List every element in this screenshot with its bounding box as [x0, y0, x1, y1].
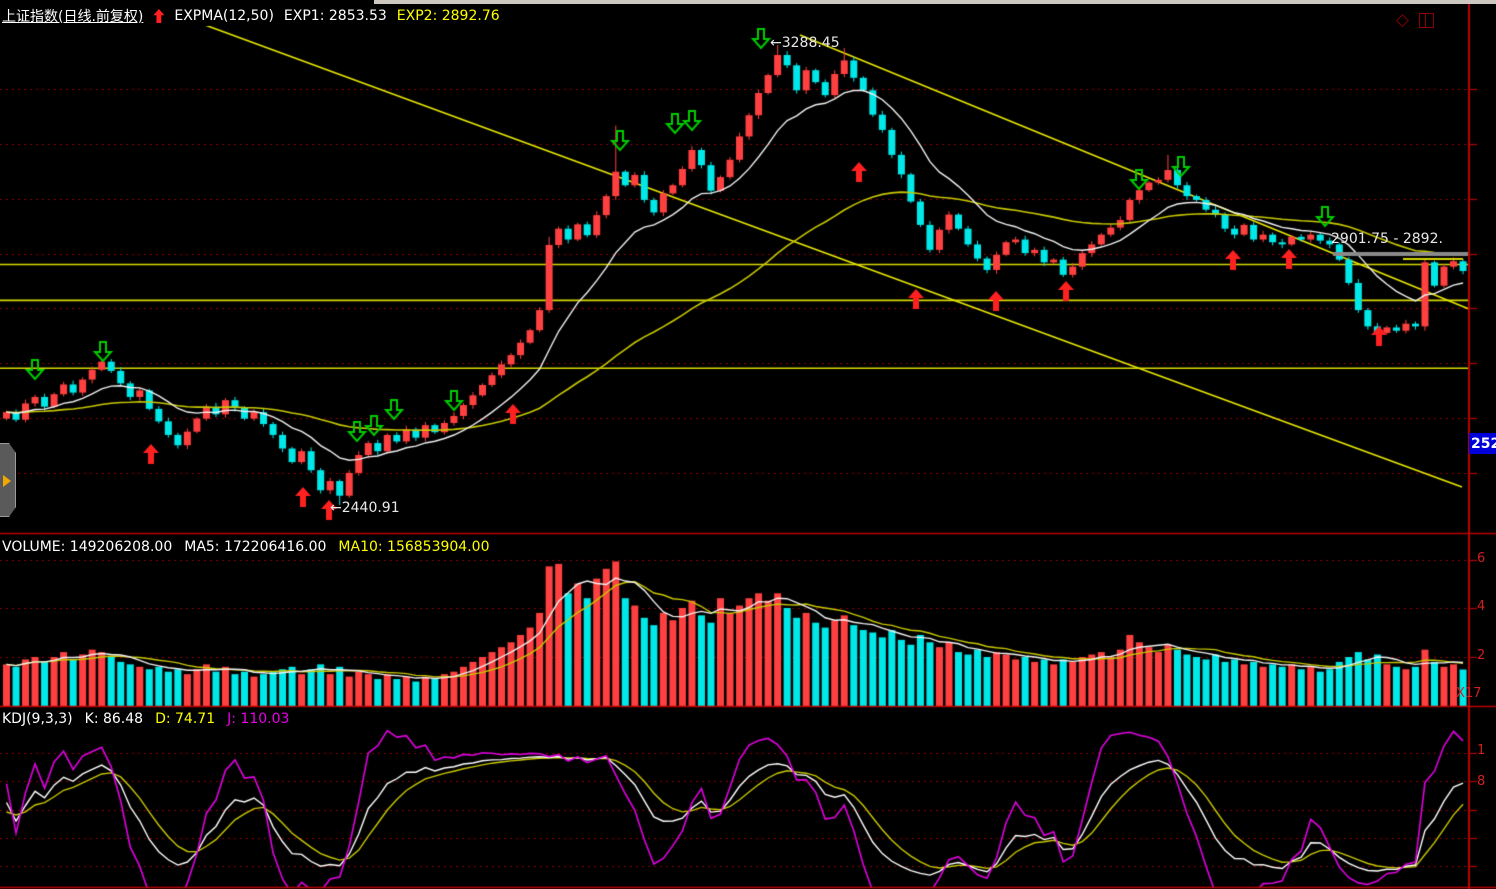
kdj-title: KDJ(9,3,3) — [2, 711, 73, 727]
window-edge-strip — [374, 0, 1496, 4]
kdj-axis-label-80: 8 — [1477, 774, 1486, 789]
diamond-icon[interactable]: ◇ — [1396, 10, 1410, 30]
exp2-value: EXP2: 2892.76 — [396, 8, 500, 24]
volume-panel-header: VOLUME: 149206208.00 MA5: 172206416.00 M… — [2, 539, 489, 555]
volume-ma10-value: MA10: 156853904.00 — [338, 539, 490, 555]
volume-value: VOLUME: 149206208.00 — [2, 539, 173, 555]
split-window-icon[interactable] — [1419, 13, 1434, 28]
bottom-price-annotation: ←2440.91 — [330, 500, 400, 516]
kdj-panel-header: KDJ(9,3,3) K: 86.48 D: 74.71 J: 110.03 — [2, 711, 289, 727]
volume-ma5-value: MA5: 172206416.00 — [184, 539, 327, 555]
indicator-label: EXPMA(12,50) — [174, 8, 274, 24]
sidebar-collapse-handle[interactable] — [0, 443, 16, 517]
up-arrow-icon — [153, 9, 165, 23]
expand-arrow-icon — [3, 475, 11, 487]
vol-unit-label: X17 — [1456, 686, 1482, 701]
peak-price-annotation: ←3288.45 — [770, 35, 840, 51]
chart-title[interactable]: 上证指数(日线.前复权) — [2, 9, 144, 25]
vol-axis-label-6: 6 — [1477, 551, 1486, 566]
kdj-j-value: J: 110.03 — [227, 711, 290, 727]
main-chart-header: 上证指数(日线.前复权) EXPMA(12,50) EXP1: 2853.53 … — [2, 6, 500, 26]
kdj-axis-label-100: 1 — [1477, 743, 1486, 758]
exp1-value: EXP1: 2853.53 — [283, 8, 387, 24]
kdj-d-value: D: 74.71 — [155, 711, 216, 727]
vol-axis-label-4: 4 — [1477, 599, 1486, 614]
range-annotation: 2901.75 - 2892. — [1331, 231, 1443, 247]
axis-price-tag: 252 — [1469, 433, 1496, 454]
vol-axis-label-2: 2 — [1477, 648, 1486, 663]
kdj-k-value: K: 86.48 — [84, 711, 144, 727]
